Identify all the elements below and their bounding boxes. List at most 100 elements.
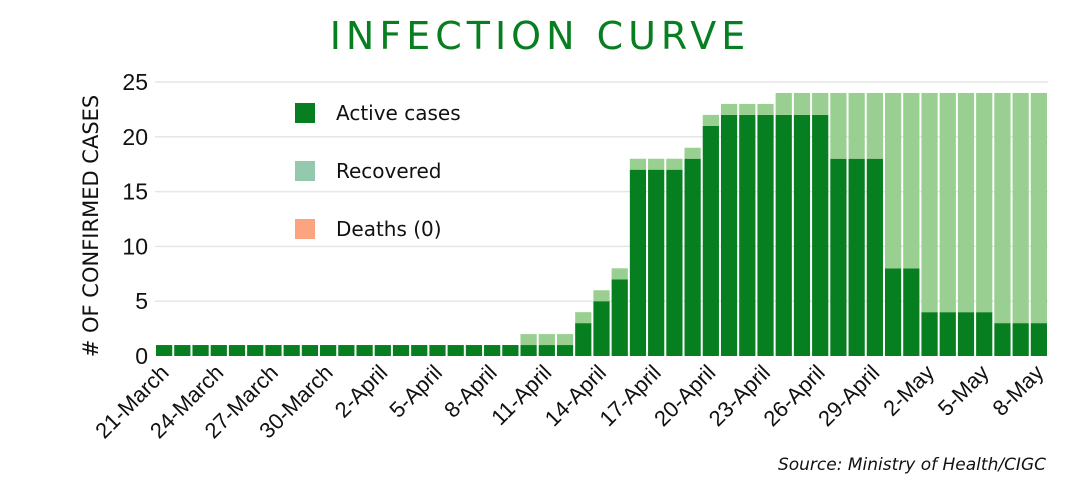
bar-active-cases (265, 345, 282, 356)
bar-active-cases (976, 312, 993, 356)
bar-active-cases (556, 345, 574, 356)
bar-active-cases (848, 158, 865, 356)
bar-recovered (903, 92, 920, 269)
bar-recovered (848, 92, 865, 159)
bar-active-cases (739, 114, 756, 356)
bar-recovered (702, 114, 719, 126)
bar-active-cases (210, 345, 227, 356)
bar-active-cases (812, 114, 829, 356)
source-note: Source: Ministry of Health/CIGC (777, 455, 1046, 475)
bar-recovered (593, 290, 610, 302)
bar-active-cases (374, 345, 391, 356)
bar-active-cases (465, 345, 483, 356)
bar-active-cases (1012, 323, 1029, 356)
bar-active-cases (629, 169, 647, 356)
bar-active-cases (338, 345, 355, 356)
bar-active-cases (611, 279, 628, 356)
bar-active-cases (320, 345, 337, 356)
bar-active-cases (283, 345, 300, 356)
bar-active-cases (538, 345, 555, 356)
bar-recovered (1030, 92, 1047, 324)
bar-recovered (994, 92, 1011, 324)
legend: Active cases Recovered Deaths (0) (295, 101, 461, 241)
legend-swatch (295, 219, 315, 239)
y-axis-label: # OF CONFIRMED CASES (79, 95, 103, 358)
bar-recovered (775, 92, 792, 115)
x-tick-label: 2-May (878, 360, 939, 421)
bar-active-cases (957, 312, 975, 356)
bar-active-cases (228, 345, 246, 356)
bar-active-cases (702, 125, 719, 356)
bar-active-cases (520, 345, 537, 356)
bar-active-cases (301, 345, 319, 356)
bar-recovered (720, 103, 738, 115)
bar-active-cases (939, 312, 956, 356)
x-tick-label: 5-April (384, 360, 447, 423)
bar-active-cases (411, 345, 428, 356)
bar-active-cases (720, 114, 738, 356)
x-tick-label: 5-May (933, 360, 994, 421)
bar-active-cases (684, 158, 701, 356)
chart-title: INFECTION CURVE (329, 14, 751, 58)
bar-recovered (556, 334, 574, 346)
x-tick-label: 29-April (813, 360, 884, 431)
y-tick-label: 0 (135, 343, 148, 369)
y-tick-label: 15 (122, 179, 148, 205)
x-tick-label: 8-May (988, 360, 1049, 421)
bar-recovered (629, 158, 647, 170)
bar-active-cases (356, 345, 373, 356)
bar-active-cases (921, 312, 938, 356)
legend-label: Recovered (336, 159, 441, 183)
y-tick-label: 20 (122, 124, 148, 150)
bar-active-cases (866, 158, 883, 356)
bar-recovered (957, 92, 975, 313)
legend-swatch (295, 103, 315, 123)
bar-active-cases (174, 345, 191, 356)
bar-recovered (884, 92, 902, 269)
legend-label: Deaths (0) (336, 217, 442, 241)
x-tick-label: 2-April (330, 360, 393, 423)
bar-recovered (793, 92, 811, 115)
bar-recovered (757, 103, 774, 115)
bar-active-cases (775, 114, 792, 356)
bar-active-cases (429, 345, 446, 356)
y-tick-label: 10 (122, 233, 148, 259)
bar-active-cases (994, 323, 1011, 356)
bars (156, 92, 1047, 356)
bar-active-cases (666, 169, 683, 356)
bar-recovered (520, 334, 537, 346)
bar-recovered (611, 268, 628, 280)
bar-recovered (976, 92, 993, 313)
bar-active-cases (392, 345, 410, 356)
legend-swatch (295, 161, 315, 181)
bar-active-cases (247, 345, 264, 356)
bar-active-cases (793, 114, 811, 356)
bar-active-cases (1030, 323, 1047, 356)
bar-recovered (739, 103, 756, 115)
bar-recovered (575, 312, 592, 324)
bar-active-cases (903, 268, 920, 356)
bar-recovered (830, 92, 847, 159)
bar-active-cases (884, 268, 902, 356)
y-tick-label: 25 (122, 69, 148, 95)
x-axis-ticks: 21-March24-March27-March30-March2-April5… (90, 360, 1048, 443)
bar-recovered (648, 158, 665, 170)
bar-recovered (921, 92, 938, 313)
y-tick-label: 5 (135, 288, 148, 314)
bar-active-cases (484, 345, 501, 356)
bar-active-cases (830, 158, 847, 356)
bar-active-cases (156, 345, 173, 356)
bar-active-cases (192, 345, 209, 356)
bar-active-cases (757, 114, 774, 356)
bar-recovered (666, 158, 683, 170)
bar-active-cases (593, 301, 610, 356)
legend-label: Active cases (336, 101, 461, 125)
bar-active-cases (502, 345, 519, 356)
bar-recovered (866, 92, 883, 159)
bar-recovered (684, 147, 701, 159)
y-axis-ticks: 0 5 10 15 20 25 (122, 69, 148, 369)
bar-recovered (1012, 92, 1029, 324)
bar-recovered (812, 92, 829, 115)
bar-active-cases (575, 323, 592, 356)
